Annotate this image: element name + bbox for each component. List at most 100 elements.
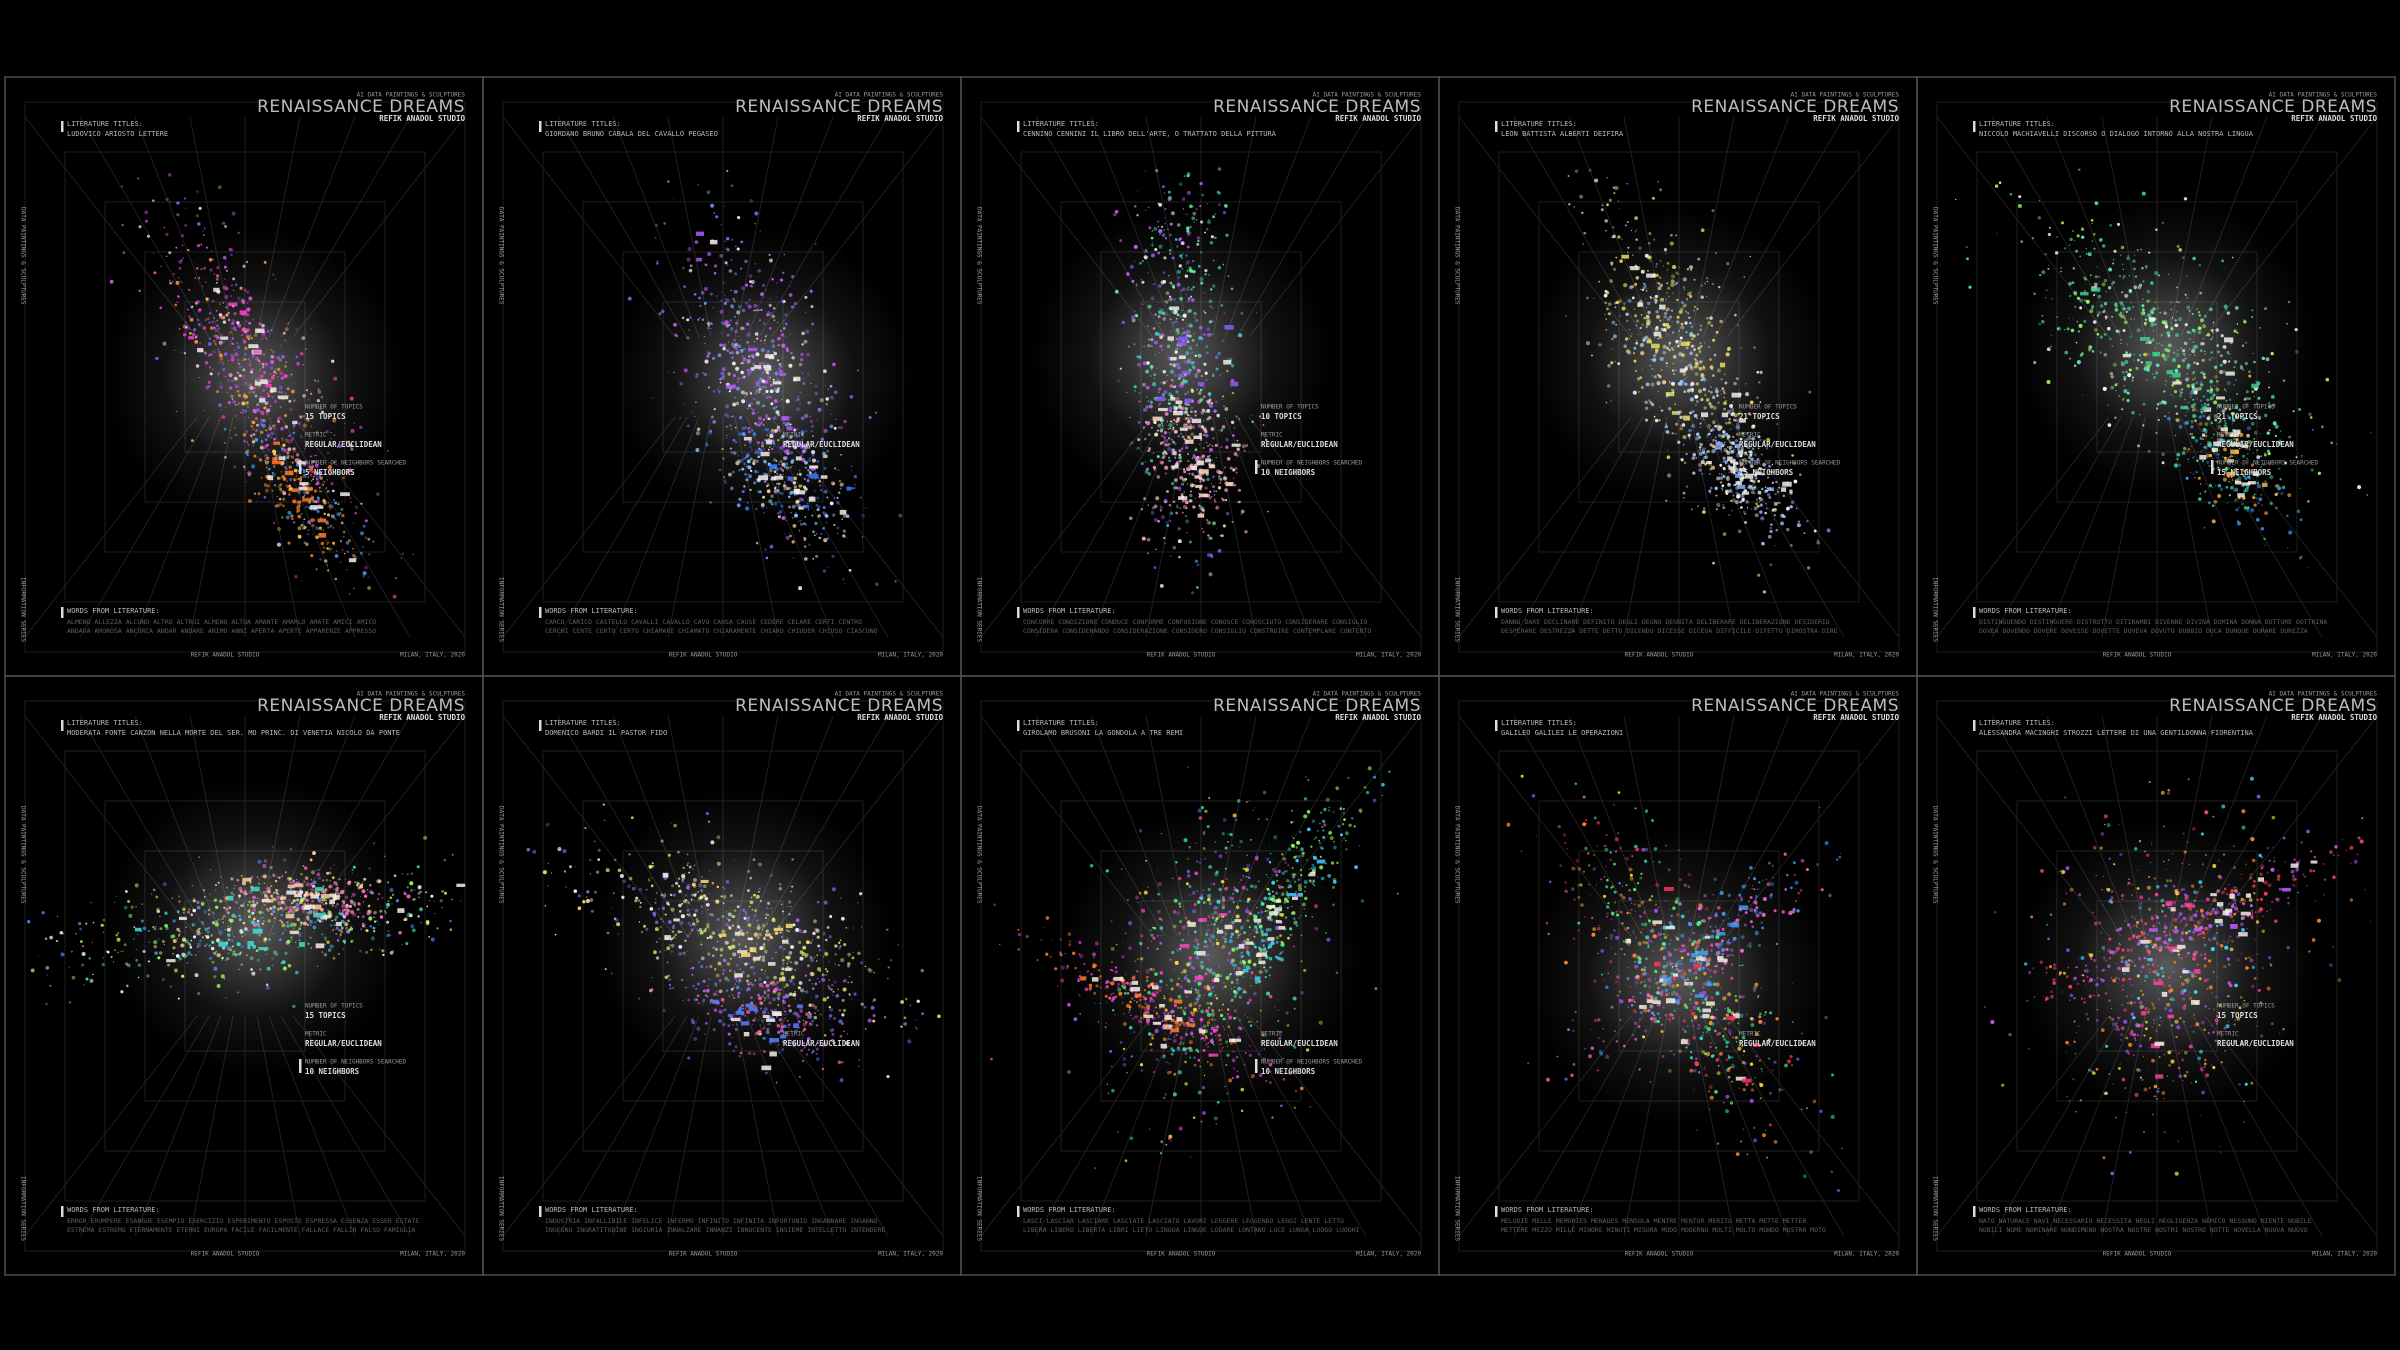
particle [2255,380,2258,384]
particle [216,324,219,328]
particle [2211,457,2214,459]
particle [762,447,765,450]
particle [281,497,286,501]
particle [804,461,808,465]
particle [236,345,241,350]
particle [741,376,745,379]
particle [1625,297,1627,299]
particle [1220,304,1224,307]
particle [209,352,213,357]
particle [1203,362,1207,366]
particle [2180,388,2184,391]
particle [216,266,220,270]
particle [801,449,806,454]
particle [798,497,803,502]
particle [748,474,753,479]
particle [266,484,270,488]
particle [768,430,771,432]
particle [176,301,179,304]
particle [2140,324,2142,327]
particle [1635,319,1639,323]
particle [1685,331,1688,334]
particle [302,423,307,428]
particle [2255,497,2258,500]
particle [1579,194,1584,199]
particle [307,520,311,524]
particle [2197,311,2201,314]
particle [2171,316,2174,319]
particle [2112,362,2117,367]
particle [1648,242,1651,245]
particle [1179,459,1182,463]
particle [1813,520,1814,522]
particle [180,351,183,353]
particle [1674,432,1677,435]
particle [764,370,768,374]
particle [1204,269,1208,273]
particle [1196,236,1201,240]
particle [1194,410,1197,414]
particle [1615,323,1617,326]
particle [2161,461,2165,465]
particle [1172,451,1177,456]
particle [1164,452,1168,455]
particle [756,489,760,493]
particle [1221,339,1225,343]
particle [234,283,238,287]
particle [285,509,287,511]
particle [1164,443,1168,447]
particle [1205,351,1209,355]
particle [1610,361,1614,365]
particle [265,454,268,457]
particle [2178,463,2182,467]
particle [180,281,183,284]
particle [1755,502,1758,506]
topics-value: 15 TOPICS [305,412,346,421]
particle [1159,233,1161,235]
particle [2204,422,2209,427]
particle [781,343,786,348]
particle [1168,274,1170,277]
particle [2108,267,2113,272]
particle [2191,378,2194,381]
particle [2185,357,2187,360]
particle [1605,328,1608,331]
particle [297,514,302,519]
particle [807,469,810,472]
particle [1603,293,1608,298]
particle [320,431,322,434]
particle [266,429,268,432]
particle [1198,402,1200,404]
particle [2239,366,2244,370]
particle [1786,507,1790,511]
particle [1154,519,1156,521]
particle [2137,358,2140,362]
particle [2174,434,2177,437]
particle [1147,272,1149,274]
particle [753,397,756,401]
particle [1155,496,1160,501]
particle [836,501,840,505]
particle [749,392,753,395]
particle [1722,489,1724,491]
particle [1704,455,1709,459]
particle [1177,276,1180,279]
particle [1190,295,1193,298]
particle [1182,468,1186,471]
particle [776,282,778,284]
particle [2071,318,2073,320]
particle [2046,347,2051,352]
particle [212,350,216,354]
particle [1233,483,1237,487]
particle [1717,401,1720,404]
particle [1126,272,1130,276]
particle [247,471,252,476]
particle [770,402,774,406]
particle [2261,504,2263,506]
particle [263,260,267,264]
particle [781,271,785,275]
particle [299,477,303,481]
particle [727,372,731,376]
particle [244,358,247,361]
particle [2175,418,2181,423]
